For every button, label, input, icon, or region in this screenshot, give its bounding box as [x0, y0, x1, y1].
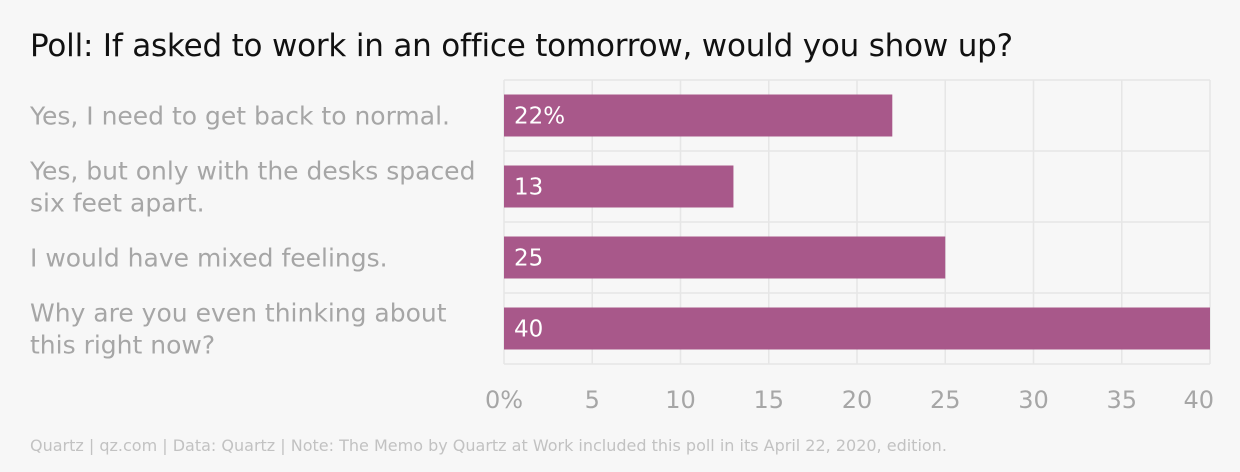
bar-value-label: 13 [514, 175, 543, 201]
bar-value-label: 40 [514, 317, 543, 343]
category-label: six feet apart. [30, 189, 205, 218]
bar [504, 165, 734, 208]
x-tick-label: 0% [485, 386, 523, 414]
x-tick-label: 40 [1183, 386, 1214, 414]
category-label: Yes, I need to get back to normal. [29, 102, 450, 131]
x-tick-label: 30 [1018, 386, 1049, 414]
x-tick-label: 10 [665, 386, 696, 414]
x-tick-label: 25 [930, 386, 961, 414]
category-label: Yes, but only with the desks spaced [29, 157, 475, 186]
category-label: this right now? [30, 331, 215, 360]
bar-value-label: 22% [514, 104, 565, 130]
bar [504, 236, 946, 279]
chart-title: Poll: If asked to work in an office tomo… [30, 28, 1013, 64]
bar-value-label: 25 [514, 246, 543, 272]
category-label: I would have mixed feelings. [30, 244, 388, 273]
bar [504, 94, 893, 137]
x-tick-label: 20 [842, 386, 873, 414]
category-label: Why are you even thinking about [30, 299, 447, 328]
x-tick-label: 35 [1106, 386, 1137, 414]
x-tick-label: 5 [585, 386, 600, 414]
bar [504, 307, 1210, 350]
x-tick-label: 15 [753, 386, 784, 414]
chart-footer: Quartz | qz.com | Data: Quartz | Note: T… [30, 436, 947, 455]
